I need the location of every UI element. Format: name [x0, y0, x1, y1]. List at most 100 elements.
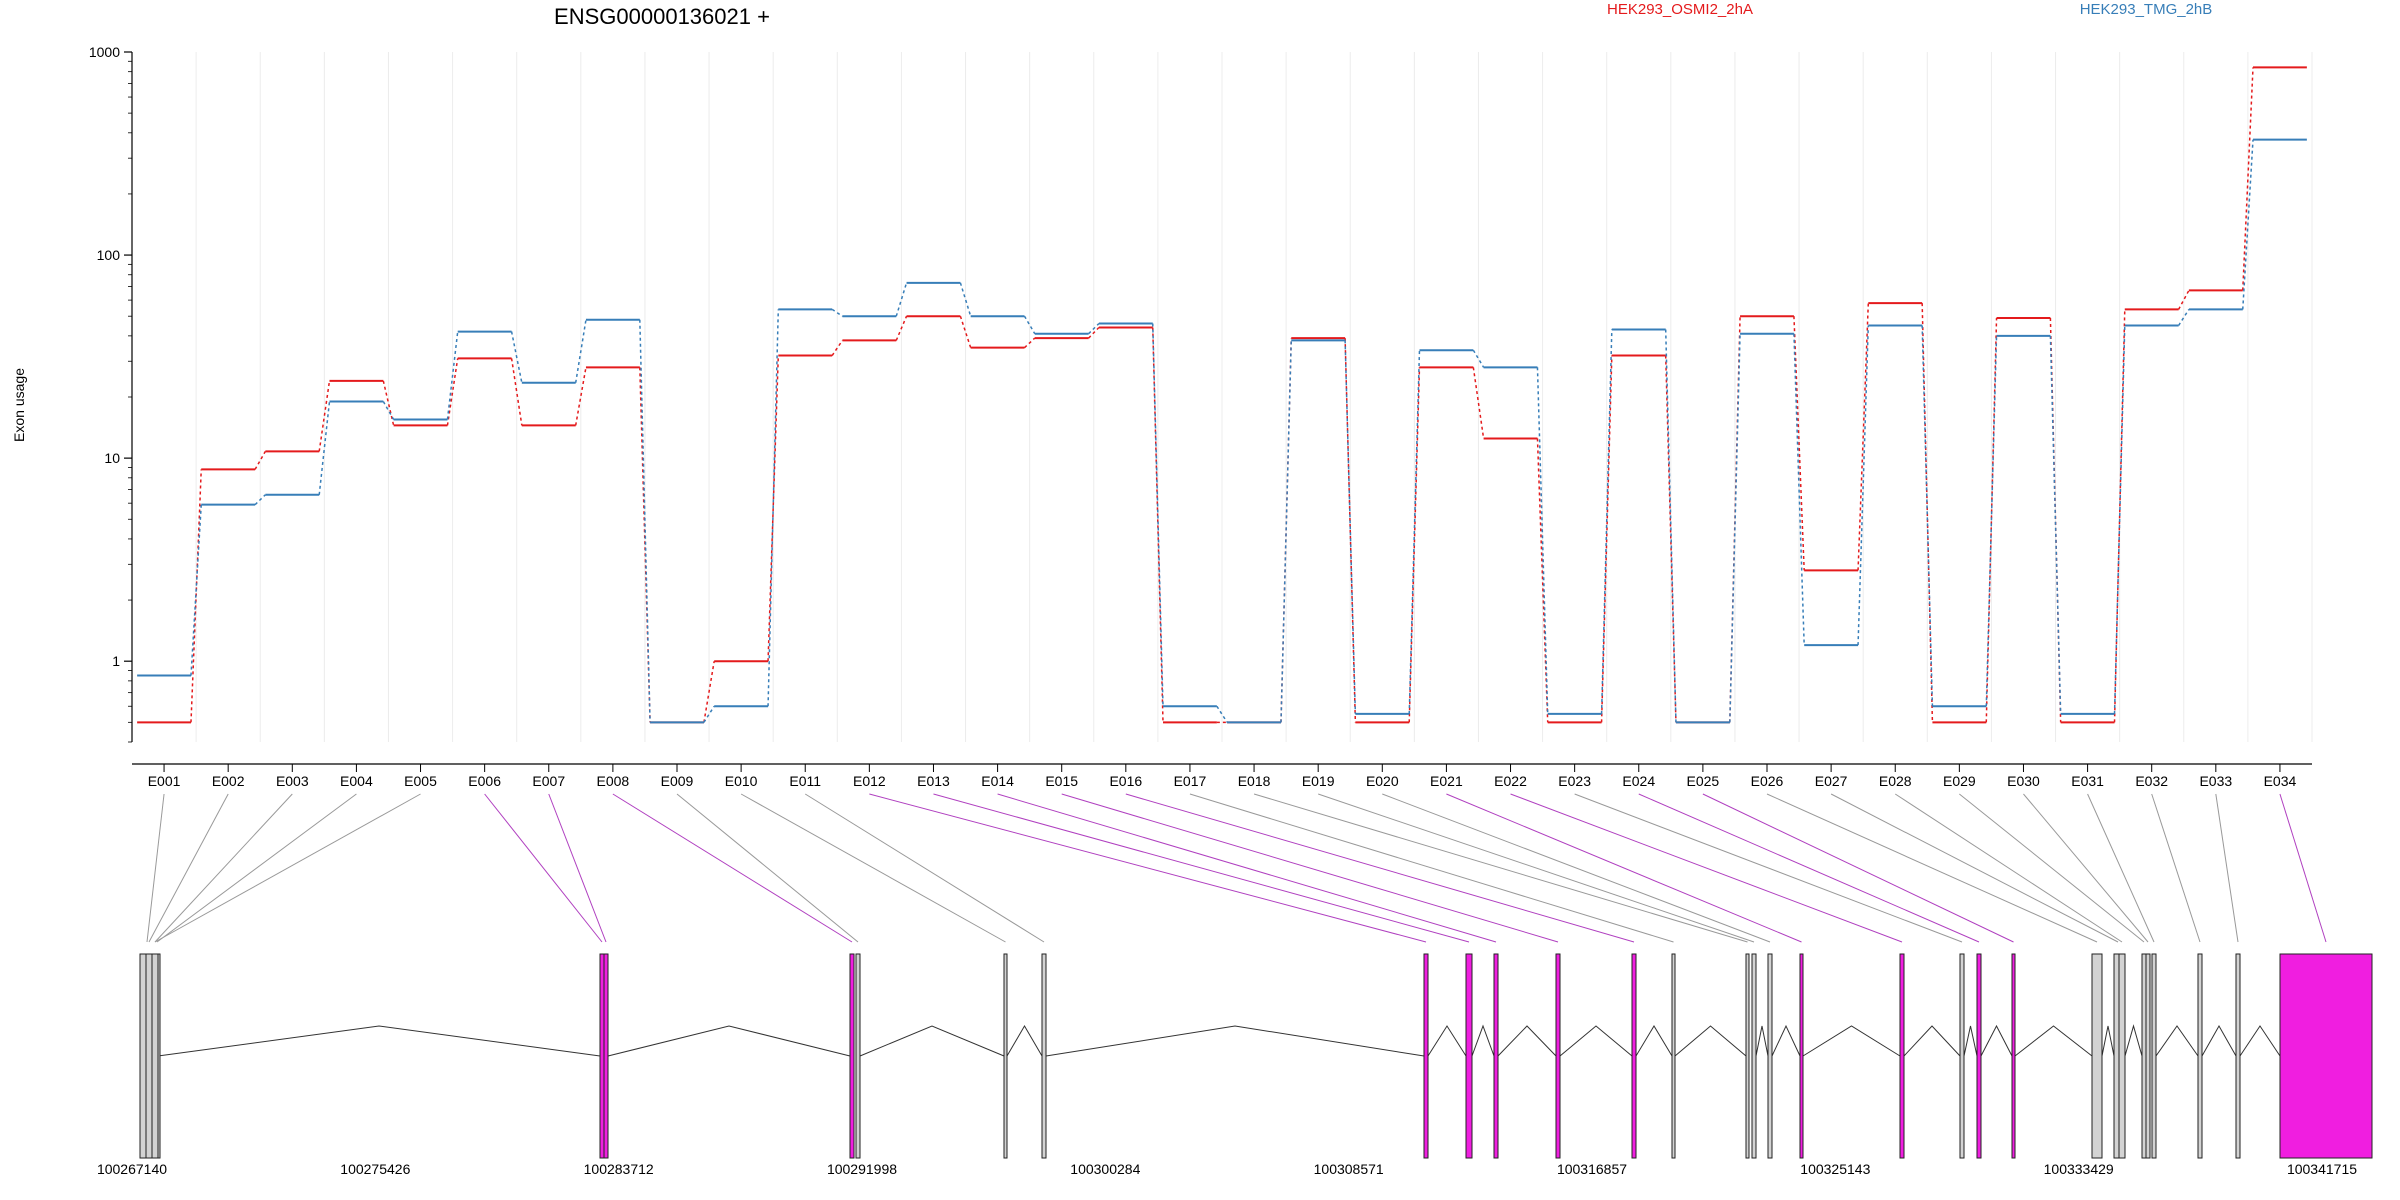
x-tick-label: E005 [404, 773, 437, 789]
x-tick-label: E026 [1751, 773, 1784, 789]
exon-box [599, 953, 605, 1159]
intron-line [1006, 1025, 1043, 1057]
chart-title: ENSG00000136021 + [554, 4, 770, 29]
x-tick-label: E006 [468, 773, 501, 789]
exon-connector-line [676, 793, 859, 943]
genome-axis-label: 100316857 [1557, 1161, 1627, 1177]
exon-connector-line [1894, 793, 2123, 943]
intron-line [157, 1025, 601, 1057]
series-1-connector [1600, 355, 1613, 723]
x-tick-label: E008 [597, 773, 630, 789]
x-tick-label: E020 [1366, 773, 1399, 789]
y-tick-label: 1000 [89, 44, 120, 60]
exon-connector-line [2023, 793, 2149, 943]
exon-box [1041, 953, 1047, 1159]
exon-connector-line [1702, 793, 2014, 943]
exon-box [1751, 953, 1757, 1159]
exon-connector-line [869, 793, 1427, 943]
intron-line [1755, 1025, 1769, 1057]
exon-box [2197, 953, 2203, 1159]
exon-connector-line [154, 793, 293, 943]
x-tick-label: E013 [917, 773, 950, 789]
intron-line [1980, 1024, 2013, 1057]
series-2-connector [446, 331, 459, 420]
x-tick-label: E002 [212, 773, 245, 789]
series-1-connector [1664, 355, 1677, 723]
exon-box [1555, 953, 1561, 1159]
exon-box [1671, 953, 1676, 1159]
intron-line [1427, 1025, 1467, 1057]
intron-line [2101, 1025, 2115, 1057]
genome-axis-label: 100275426 [340, 1161, 410, 1177]
series-2-connector [254, 494, 266, 506]
intron-line [859, 1025, 1005, 1057]
exon-connector-line [1253, 793, 1748, 943]
x-tick-label: E018 [1238, 773, 1271, 789]
series-1-connector [1088, 326, 1100, 339]
exon-box [151, 953, 159, 1159]
x-tick-label: E003 [276, 773, 309, 789]
exon-box [2118, 953, 2126, 1159]
genome-axis-label: 100308571 [1314, 1161, 1384, 1177]
exon-connector-line [2151, 793, 2201, 943]
genome-axis-label: 100300284 [1070, 1161, 1140, 1177]
x-tick-label: E014 [981, 773, 1014, 789]
intron-line [1802, 1025, 1901, 1057]
exon-connector-line [612, 793, 853, 943]
intron-line [1674, 1025, 1747, 1057]
series-1-connector [446, 358, 459, 426]
exon-box [1799, 953, 1804, 1159]
intron-line [1471, 1024, 1495, 1057]
x-tick-label: E028 [1879, 773, 1912, 789]
intron-line [2239, 1025, 2281, 1057]
x-tick-label: E009 [661, 773, 694, 789]
exon-connector-line [1318, 793, 1755, 943]
intron-line [607, 1025, 851, 1057]
exon-box [1465, 953, 1473, 1159]
genome-axis-label: 100283712 [584, 1161, 654, 1177]
genome-axis-label: 100267140 [97, 1161, 167, 1177]
series-1-connector [2242, 67, 2254, 291]
exon-connector-line [1446, 793, 1802, 943]
legend-series-1: HEK293_OSMI2_2hA [1607, 1, 1753, 18]
exon-connector-line [1061, 793, 1559, 943]
exon-box [2011, 953, 2016, 1159]
exon-connector-line [1510, 793, 1903, 943]
series-1-connector [574, 367, 587, 426]
exon-box [2151, 953, 2157, 1159]
x-tick-label: E010 [725, 773, 758, 789]
exon-box [1959, 953, 1965, 1159]
y-tick-label: 1 [112, 653, 120, 669]
x-tick-label: E025 [1687, 773, 1720, 789]
x-tick-label: E011 [789, 773, 821, 789]
exon-connector-line [1959, 793, 2145, 943]
exon-box [1767, 953, 1773, 1159]
x-tick-label: E027 [1815, 773, 1848, 789]
genome-axis-label: 100291998 [827, 1161, 897, 1177]
exon-connector-line [2279, 793, 2327, 943]
exon-connector-line [1382, 793, 1771, 943]
exon-connector-line [933, 793, 1470, 943]
series-2-connector [1344, 340, 1357, 714]
series-1-connector [510, 358, 523, 426]
series-2-connector [318, 401, 331, 495]
exon-box [2141, 953, 2147, 1159]
series-2-connector [1536, 367, 1549, 714]
exon-connector-line [2215, 793, 2239, 943]
exon-connector-line [1830, 793, 2119, 943]
x-tick-label: E023 [1558, 773, 1591, 789]
x-tick-label: E022 [1494, 773, 1527, 789]
series-2-connector [190, 504, 202, 676]
exon-connector-line [156, 793, 357, 943]
exon-connector-line [146, 793, 165, 943]
x-tick-label: E031 [2071, 773, 2104, 789]
x-tick-label: E016 [1109, 773, 1142, 789]
series-2-connector [1088, 323, 1100, 335]
series-1-connector [895, 315, 908, 341]
series-2-connector [1985, 335, 1998, 707]
exon-connector-line [804, 793, 1045, 943]
intron-line [1635, 1025, 1673, 1057]
exon-connector-line [1189, 793, 1674, 943]
exon-connector-line [148, 793, 229, 943]
